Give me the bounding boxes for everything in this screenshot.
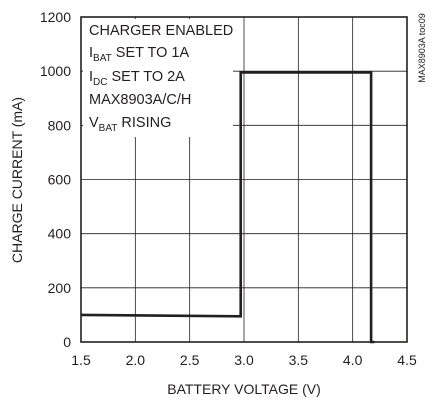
x-tick-label: 2.5 xyxy=(180,352,200,368)
y-axis-label: CHARGE CURRENT (mA) xyxy=(9,97,25,263)
plot-frame xyxy=(80,16,408,343)
x-tick-label: 4.0 xyxy=(343,352,363,368)
x-tick-label: 2.0 xyxy=(126,352,146,368)
x-tick-label: 4.5 xyxy=(397,352,417,368)
x-tick-label: 1.5 xyxy=(71,352,91,368)
annotation-line-3: MAX8903A/C/H xyxy=(89,92,191,108)
y-tick-label: 200 xyxy=(48,280,72,296)
y-tick-label: 1200 xyxy=(40,9,71,25)
annotation-line-1: IBAT SET TO 1A xyxy=(89,45,189,64)
x-tick-label: 3.5 xyxy=(289,352,309,368)
y-tick-label: 800 xyxy=(48,117,72,133)
annotation-background xyxy=(83,19,233,137)
x-axis-label: BATTERY VOLTAGE (V) xyxy=(167,381,321,397)
y-tick-label: 400 xyxy=(48,226,72,242)
x-tick-label: 3.0 xyxy=(234,352,254,368)
annotation-line-0: CHARGER ENABLED xyxy=(89,23,233,39)
y-tick-label: 0 xyxy=(63,334,71,350)
annotation-box: CHARGER ENABLED IBAT SET TO 1A IDC SET TO … xyxy=(83,19,233,137)
annotation-line-4: VBAT RISING xyxy=(89,115,171,134)
annotation-line-2: IDC SET TO 2A xyxy=(89,69,185,88)
y-tick-label: 600 xyxy=(48,172,72,188)
side-label: MAX8903A toc09 xyxy=(417,13,427,83)
x-tick-labels: 1.5 2.0 2.5 3.0 3.5 4.0 4.5 xyxy=(71,352,417,368)
y-tick-labels: 0 200 400 600 800 1000 1200 xyxy=(40,9,71,350)
y-tick-label: 1000 xyxy=(40,63,71,79)
